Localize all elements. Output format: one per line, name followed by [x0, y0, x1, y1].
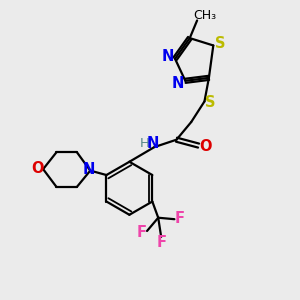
Text: O: O [31, 161, 44, 176]
Text: F: F [137, 225, 147, 240]
Text: O: O [199, 139, 211, 154]
Text: S: S [214, 37, 225, 52]
Text: CH₃: CH₃ [193, 9, 216, 22]
Text: N: N [161, 49, 174, 64]
Text: N: N [147, 136, 159, 151]
Text: N: N [172, 76, 184, 91]
Text: S: S [205, 95, 215, 110]
Text: F: F [175, 211, 185, 226]
Text: F: F [157, 235, 167, 250]
Text: H: H [140, 137, 150, 150]
Text: N: N [82, 162, 95, 177]
